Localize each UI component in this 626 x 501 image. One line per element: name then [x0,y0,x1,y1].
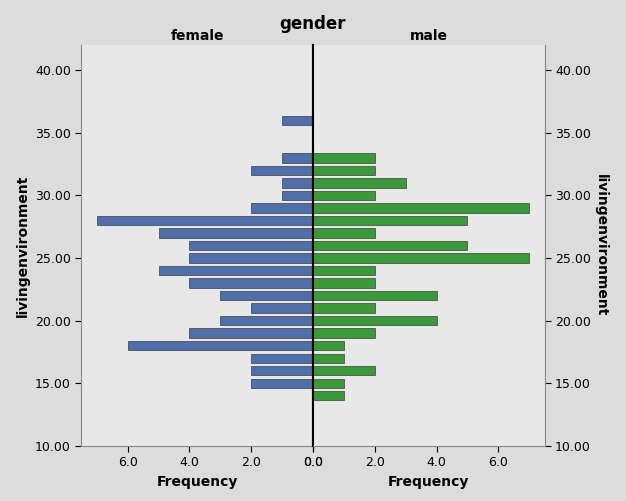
Bar [313,366,375,375]
Title: male: male [410,29,448,43]
Bar [128,341,313,350]
Bar [313,153,375,162]
Bar [313,228,375,237]
Bar [313,354,344,363]
Bar [313,178,406,187]
Bar [313,254,529,263]
Bar [251,354,313,363]
Bar [313,329,375,338]
Bar [313,291,436,300]
Bar [313,341,344,350]
Bar [220,291,313,300]
Bar [282,178,313,187]
Bar [251,166,313,175]
Bar [313,304,375,313]
Bar [190,279,313,288]
Bar [251,366,313,375]
Bar [313,166,375,175]
Bar [282,116,313,125]
Bar [190,254,313,263]
Bar [97,216,313,225]
Bar [282,153,313,162]
Bar [313,379,344,388]
Bar [282,191,313,200]
Bar [251,304,313,313]
Bar [313,241,468,250]
Bar [313,266,375,275]
Bar [313,316,436,325]
Bar [190,329,313,338]
Title: female: female [170,29,224,43]
X-axis label: Frequency: Frequency [388,475,470,489]
Bar [158,266,313,275]
Text: gender: gender [280,15,346,33]
Bar [313,279,375,288]
Y-axis label: livingenvironment: livingenvironment [593,174,608,317]
Bar [313,191,375,200]
Bar [313,203,529,212]
X-axis label: Frequency: Frequency [156,475,238,489]
Bar [251,379,313,388]
Bar [313,216,468,225]
Bar [190,241,313,250]
Y-axis label: livingenvironment: livingenvironment [16,174,29,317]
Bar [251,203,313,212]
Bar [158,228,313,237]
Bar [220,316,313,325]
Bar [313,391,344,400]
